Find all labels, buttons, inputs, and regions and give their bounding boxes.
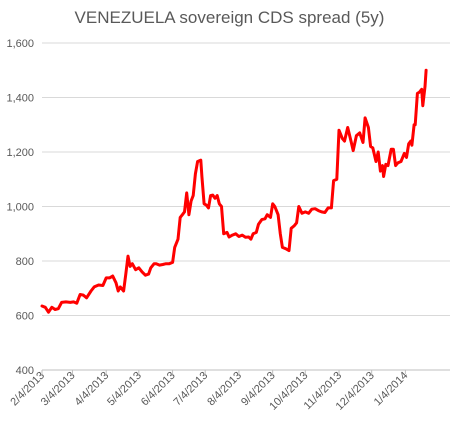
y-tick-label: 1,400 bbox=[6, 93, 34, 105]
y-tick-label: 1,000 bbox=[6, 202, 34, 214]
x-tick-label: 7/4/2013 bbox=[172, 370, 211, 409]
y-tick-label: 1,600 bbox=[6, 38, 34, 50]
chart-title: VENEZUELA sovereign CDS spread (5y) bbox=[74, 8, 385, 27]
y-tick-label: 400 bbox=[16, 365, 34, 377]
x-tick-label: 6/4/2013 bbox=[139, 370, 178, 409]
series-line bbox=[40, 68, 428, 314]
gridlines bbox=[42, 42, 450, 316]
axes: 4006008001,0001,2001,4001,6002/4/20133/4… bbox=[6, 38, 450, 413]
y-tick-label: 600 bbox=[16, 311, 34, 323]
y-tick-label: 800 bbox=[16, 256, 34, 268]
y-tick-label: 1,200 bbox=[6, 147, 34, 159]
x-tick-label: 1/4/2014 bbox=[372, 370, 411, 409]
series-layer bbox=[40, 68, 428, 314]
x-tick-label: 8/4/2013 bbox=[205, 370, 244, 409]
x-tick-label: 5/4/2013 bbox=[105, 370, 144, 409]
x-tick-label: 3/4/2013 bbox=[39, 370, 78, 409]
x-tick-label: 4/4/2013 bbox=[73, 370, 112, 409]
